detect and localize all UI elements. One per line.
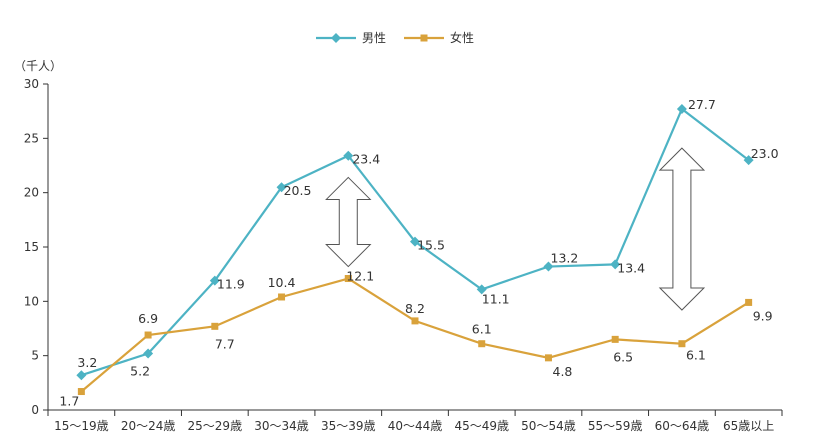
male-data-point: [676, 103, 687, 114]
y-tick-label: 25: [24, 131, 39, 145]
female-data-point: [544, 354, 552, 362]
female-data-point: [278, 293, 286, 301]
x-tick-label: 40〜44歳: [388, 419, 443, 433]
gap-double-arrow-icon: [325, 176, 372, 268]
male-data-label: 23.4: [352, 152, 380, 167]
male-data-point: [610, 259, 621, 270]
male-data-point: [410, 236, 420, 247]
female-data-label: 1.7: [59, 394, 79, 409]
legend-diamond-marker: [331, 33, 341, 43]
male-data-label: 23.0: [751, 146, 779, 161]
x-tick-label: 15〜19歳: [54, 419, 109, 433]
female-data-label: 9.9: [753, 308, 773, 323]
x-tick-label: 35〜39歳: [321, 419, 376, 433]
female-data-label: 6.1: [686, 348, 706, 363]
female-data-label: 6.5: [613, 349, 633, 364]
female-data-point: [211, 322, 219, 330]
female-data-point: [344, 275, 352, 283]
male-data-point: [76, 370, 87, 381]
gap-double-arrow-icon: [658, 147, 706, 311]
female-data-point: [411, 317, 419, 325]
legend-square-marker: [420, 34, 428, 42]
male-data-label: 13.4: [617, 260, 645, 275]
female-data-point: [144, 331, 152, 339]
female-data-label: 12.1: [346, 269, 374, 284]
x-tick-label: 20〜24歳: [121, 419, 176, 433]
male-data-label: 3.2: [77, 355, 97, 370]
male-data-point: [209, 275, 220, 286]
female-data-label: 6.1: [472, 322, 492, 337]
y-tick-label: 5: [31, 349, 39, 363]
y-tick-label: 10: [24, 294, 39, 308]
female-data-point: [478, 340, 486, 348]
male-data-label: 20.5: [284, 183, 312, 198]
male-data-label: 13.2: [551, 251, 579, 266]
male-data-point: [343, 150, 354, 161]
female-data-point: [77, 388, 85, 396]
male-data-label: 5.2: [130, 363, 150, 378]
male-data-label: 27.7: [688, 97, 716, 112]
legend-female-label: 女性: [450, 30, 474, 45]
female-data-label: 8.2: [405, 301, 425, 316]
male-data-point: [276, 182, 287, 193]
male-data-label: 15.5: [417, 238, 445, 253]
female-data-label: 6.9: [138, 311, 158, 326]
female-data-label: 10.4: [268, 275, 296, 290]
x-tick-label: 50〜54歳: [521, 419, 576, 433]
female-data-label: 4.8: [553, 364, 573, 379]
x-tick-label: 25〜29歳: [188, 419, 243, 433]
y-tick-label: 0: [31, 403, 39, 417]
male-data-point: [476, 284, 487, 295]
x-tick-label: 30〜34歳: [254, 419, 309, 433]
y-tick-label: 30: [24, 77, 39, 91]
legend-male-label: 男性: [362, 31, 386, 45]
x-tick-label: 45〜49歳: [454, 419, 509, 433]
male-data-point: [143, 348, 154, 359]
y-tick-label: 20: [24, 186, 39, 200]
female-data-label: 7.7: [215, 336, 235, 351]
male-data-label: 11.1: [482, 291, 510, 306]
female-data-point: [611, 335, 619, 343]
male-data-point: [743, 155, 754, 166]
female-data-point: [745, 298, 753, 306]
y-axis-unit-label: （千人）: [14, 59, 62, 73]
x-tick-label: 55〜59歳: [588, 419, 643, 433]
female-series-line: [80, 277, 750, 393]
male-data-point: [543, 261, 554, 272]
x-tick-label: 60〜64歳: [655, 419, 710, 433]
male-data-label: 11.9: [217, 277, 245, 292]
x-tick-label: 65歳以上: [723, 419, 774, 433]
y-tick-label: 15: [24, 240, 39, 254]
female-data-point: [678, 340, 686, 348]
